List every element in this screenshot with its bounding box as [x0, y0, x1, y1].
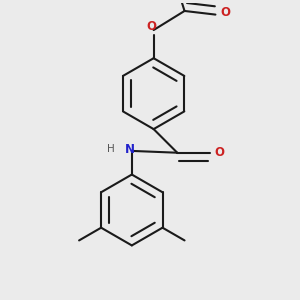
Text: N: N [124, 142, 135, 156]
Text: O: O [214, 146, 224, 159]
Text: H: H [107, 144, 115, 154]
Text: O: O [220, 6, 230, 19]
Text: O: O [147, 20, 157, 33]
